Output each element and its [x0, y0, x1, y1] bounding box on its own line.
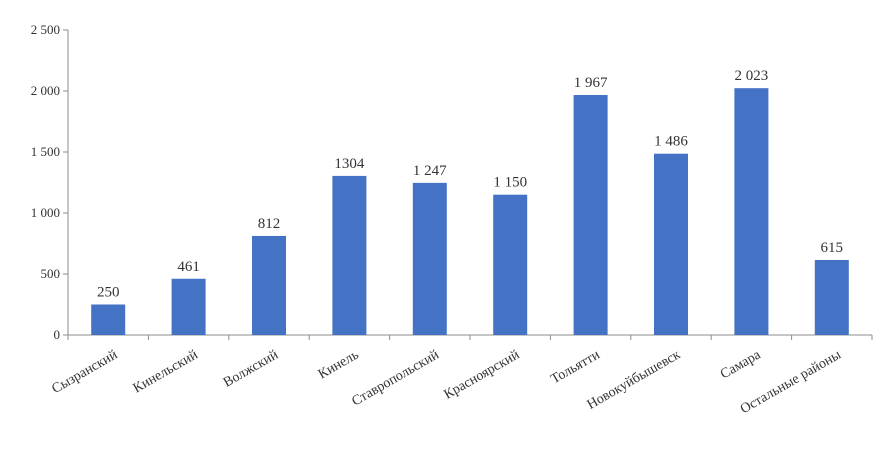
data-label: 1 486: [654, 134, 688, 150]
data-label: 250: [97, 285, 120, 301]
category-label: Ставропольский: [349, 347, 442, 409]
category-label: Сызранский: [49, 347, 120, 397]
category-labels: Сызранский Кинельский Волжский КинельСтавро…: [49, 347, 844, 417]
x-axis: [67, 334, 873, 340]
data-label: 1 247: [413, 163, 447, 179]
y-tick-label: 0: [54, 327, 61, 342]
data-label: 461: [177, 259, 200, 275]
category-label: Красноярский: [442, 347, 523, 402]
y-tick-label: 2 000: [31, 83, 60, 98]
bars: [91, 88, 849, 335]
y-tick-label: 2 500: [31, 22, 60, 37]
y-axis: 0 500 1 000 1 500 2 000 2 500: [31, 22, 69, 342]
bar: [332, 175, 367, 335]
data-label: 812: [258, 216, 281, 232]
y-tick-label: 1 500: [31, 144, 60, 159]
data-label: 2 023: [735, 68, 769, 84]
category-label: Самара: [718, 347, 764, 382]
bar: [91, 304, 126, 335]
y-tick-label: 1 000: [31, 205, 60, 220]
data-labels: 250 461 812 1304 1 247 1 150 1 967 1 486 2 023 61…: [97, 68, 843, 300]
category-label: Волжский: [221, 347, 281, 391]
category-label: Кинельский: [131, 347, 201, 396]
bar: [252, 235, 286, 335]
data-label: 1304: [334, 156, 365, 172]
bar: [573, 95, 608, 335]
category-label: Кинель: [316, 347, 362, 382]
data-label: 1 150: [493, 175, 527, 191]
bar: [171, 278, 206, 335]
bar: [412, 182, 447, 335]
bar: [493, 194, 528, 335]
category-label: Тольятти: [548, 347, 603, 387]
data-label: 1 967: [574, 75, 608, 91]
y-tick-label: 500: [41, 266, 61, 281]
bar: [654, 153, 688, 335]
data-label: 615: [821, 240, 844, 256]
bar: [814, 259, 849, 335]
bar: [734, 88, 769, 335]
